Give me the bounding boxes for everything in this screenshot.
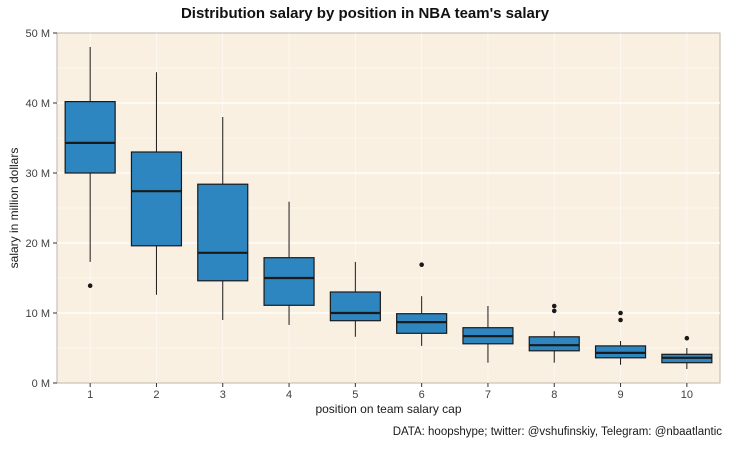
iqr-box (130, 151, 183, 247)
outlier-point (618, 317, 623, 323)
iqr-box (329, 291, 381, 322)
x-tick-label: 9 (617, 389, 623, 401)
iqr-box (263, 257, 315, 306)
outlier-point (684, 335, 690, 341)
iqr-box (396, 313, 448, 334)
x-tick-label: 5 (352, 389, 358, 401)
boxplot-position-10 (661, 335, 713, 369)
outlier-point (419, 262, 424, 268)
y-axis-label: salary in million dollars (7, 147, 21, 269)
outlier-point (551, 303, 557, 309)
x-tick-label: 10 (681, 389, 693, 401)
y-tick-label: 10 M (26, 308, 50, 320)
boxplot-position-4 (263, 201, 315, 325)
outlier-point (87, 283, 93, 289)
x-tick-label: 7 (485, 389, 491, 401)
iqr-box (528, 336, 580, 352)
x-tick-label: 4 (286, 389, 292, 401)
x-tick-label: 6 (419, 389, 425, 401)
boxplot-position-9 (594, 310, 647, 365)
y-tick-label: 20 M (26, 238, 50, 250)
x-tick-label: 2 (153, 389, 159, 401)
outlier-point (618, 310, 623, 316)
x-tick-label: 1 (87, 389, 93, 401)
boxplot-position-5 (329, 261, 381, 337)
y-tick-label: 0 M (32, 378, 50, 390)
chart-title: Distribution salary by position in NBA t… (180, 5, 550, 22)
y-tick-label: 50 M (26, 28, 50, 40)
boxplot-position-2 (130, 72, 183, 295)
outlier-point (551, 308, 557, 314)
data-source-caption: DATA: hoopshype; twitter: @vshufinskiy, … (392, 426, 722, 438)
boxplot-position-6 (396, 262, 448, 346)
iqr-box (197, 183, 249, 282)
boxplot-position-7 (462, 306, 514, 363)
x-tick-label: 8 (551, 389, 557, 401)
y-tick-label: 40 M (26, 98, 50, 110)
boxplot-position-3 (197, 117, 249, 320)
boxplot-position-8 (528, 303, 580, 363)
x-axis-label: position on team salary cap (315, 402, 462, 416)
boxplot-position-1 (64, 47, 116, 289)
x-tick-label: 3 (220, 389, 226, 401)
iqr-box (64, 100, 116, 174)
y-tick-label: 30 M (26, 168, 50, 180)
